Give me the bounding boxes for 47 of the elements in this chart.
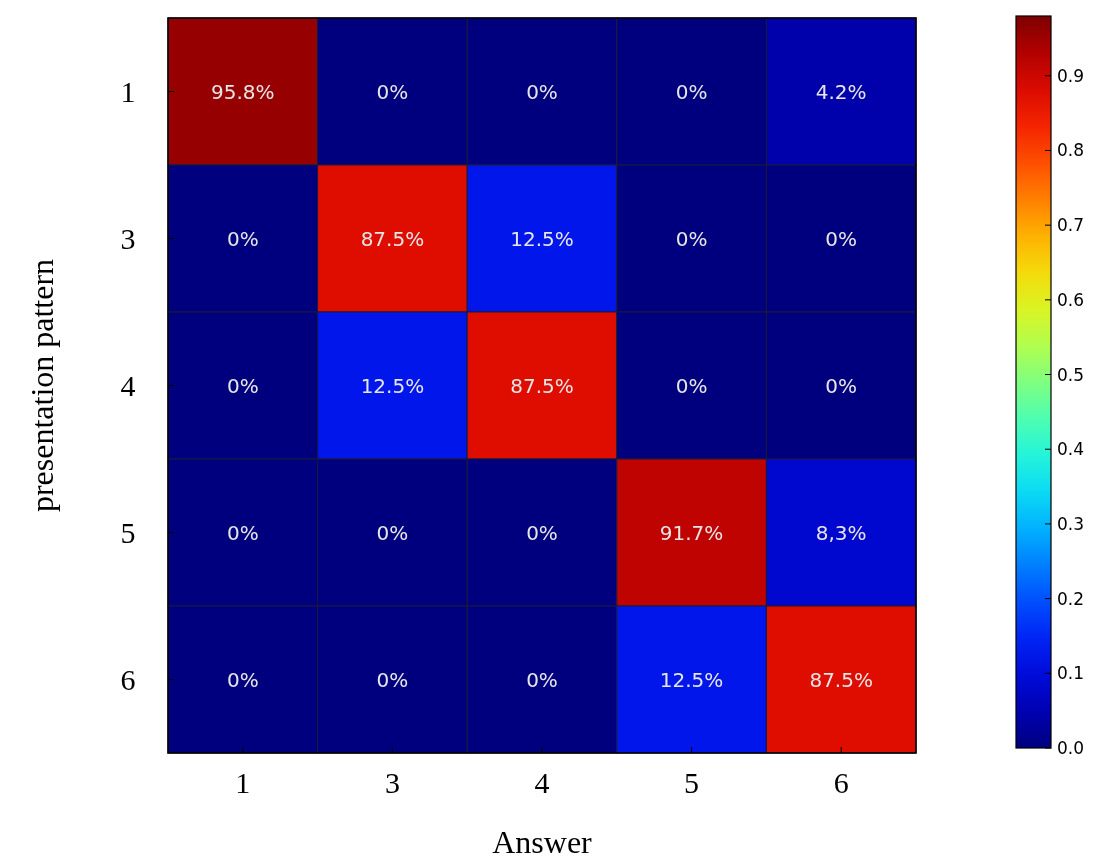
color-bar-label: 0.1 (1057, 663, 1085, 684)
data-label: 0% (226, 667, 259, 692)
y-tick-label: 1 (120, 75, 136, 108)
data-label: 0% (226, 226, 259, 251)
color-bar-label: 0.3 (1057, 513, 1085, 534)
y-tick-label: 5 (120, 516, 136, 549)
data-label: 12.5% (659, 667, 724, 692)
data-label: 0% (376, 667, 409, 692)
data-label: 0% (376, 79, 409, 104)
x-tick-label: 1 (235, 766, 251, 799)
color-bar-label: 0.6 (1057, 289, 1085, 310)
data-label: 87.5% (809, 667, 873, 692)
color-bar-label: 0.5 (1057, 364, 1085, 385)
x-tick-label: 4 (534, 766, 550, 799)
data-label: 91.7% (659, 520, 724, 545)
color-bar-label: 0.0 (1057, 738, 1085, 758)
y-tick-label: 6 (120, 663, 136, 696)
data-label: 12.5% (360, 373, 425, 398)
x-tick-label: 5 (684, 766, 700, 799)
data-label: 0% (675, 79, 708, 104)
data-label: 0% (526, 79, 558, 104)
data-label: 0% (226, 520, 259, 545)
x-tick-label: 3 (384, 766, 400, 799)
data-label: 87.5% (360, 226, 425, 251)
data-label: 87.5% (510, 373, 574, 398)
x-axis-title: Answer (492, 824, 593, 860)
data-label: 12.5% (510, 226, 574, 251)
y-axis-title: presentation pattern (24, 258, 60, 513)
color-bar-label: 0.2 (1057, 588, 1085, 609)
data-label: 0% (526, 520, 558, 545)
data-label: 0% (526, 667, 558, 692)
color-bar-label: 0.9 (1057, 65, 1085, 86)
y-tick-label: 3 (120, 222, 136, 255)
data-label: 0% (825, 226, 858, 251)
x-tick-label: 6 (833, 766, 849, 799)
data-label: 0% (825, 373, 858, 398)
data-label: 95.8% (211, 79, 275, 104)
color-bar-label: 0.4 (1057, 439, 1085, 460)
data-label: 0% (675, 226, 708, 251)
color-bar-label: 0.7 (1057, 215, 1085, 236)
data-label: 8,3% (815, 520, 867, 545)
data-label: 0% (376, 520, 409, 545)
data-label: 0% (226, 373, 259, 398)
data-label: 4.2% (815, 79, 867, 104)
color-bar-label: 0.8 (1057, 140, 1085, 161)
data-label: 0% (675, 373, 708, 398)
y-tick-label: 4 (120, 369, 136, 402)
